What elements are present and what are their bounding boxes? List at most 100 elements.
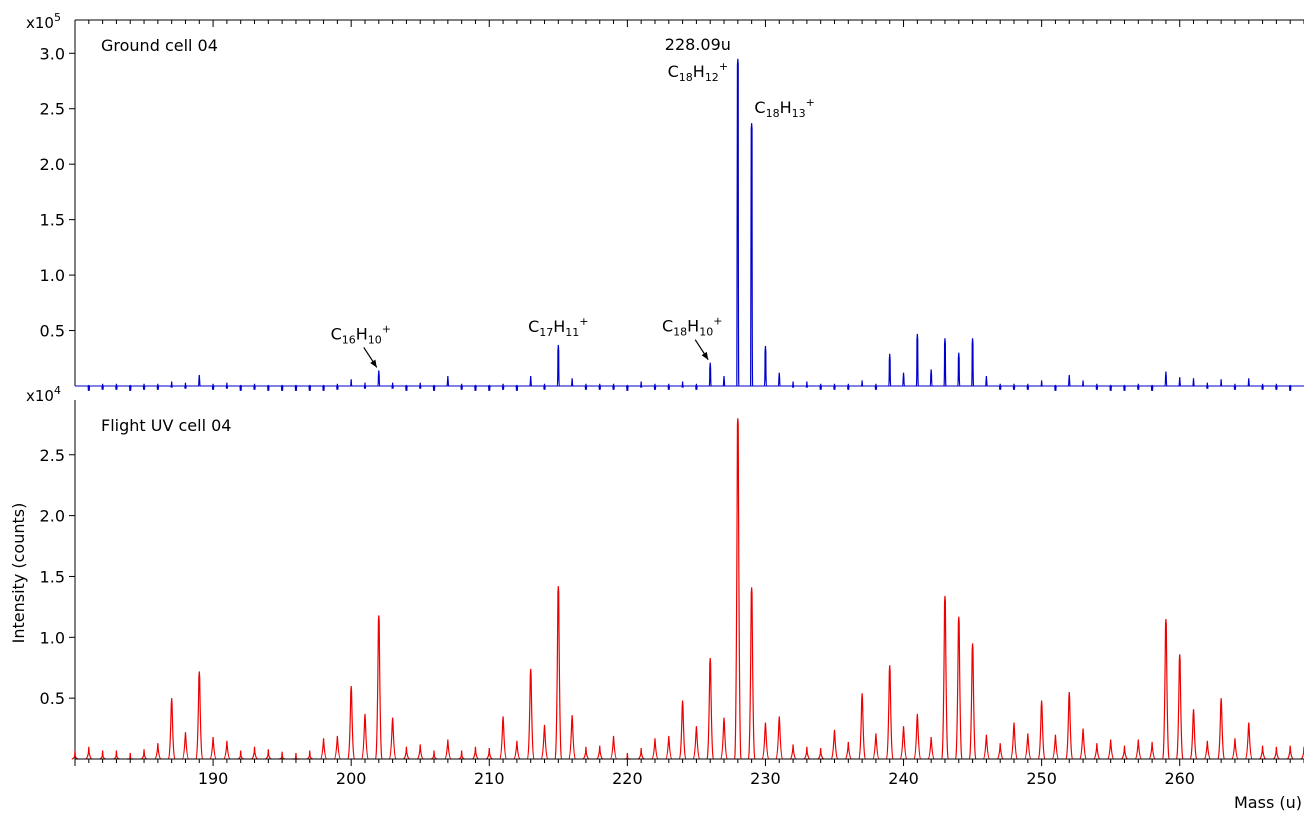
spectrum-peak — [625, 384, 629, 391]
spectrum-peak — [225, 382, 229, 389]
spectrum-peak — [1233, 383, 1237, 390]
spectrum-peak — [306, 750, 314, 760]
spectrum-peak — [624, 752, 631, 760]
spectrum-peak — [211, 383, 215, 390]
spectrum-peak — [803, 746, 811, 760]
spectrum-peak — [872, 733, 880, 760]
spectrum-peak — [858, 693, 866, 760]
spectrum-peak — [184, 382, 187, 389]
spectrum-peak — [197, 374, 201, 387]
spectrum-peak — [913, 713, 922, 760]
spectrum-peak — [1123, 384, 1126, 391]
x-tick-label: 230 — [750, 769, 781, 788]
spectrum-peak — [844, 741, 852, 760]
spectrum-peak — [954, 616, 963, 760]
spectrum-peak — [996, 743, 1004, 760]
spectrum-peak — [513, 740, 521, 760]
spectrum-peak — [761, 722, 770, 760]
spectrum-peak — [777, 372, 781, 387]
spectrum-peak — [444, 739, 452, 760]
spectrum-peak — [167, 698, 176, 760]
spectrum-peak — [747, 587, 756, 760]
spectrum-peak — [584, 383, 588, 390]
spectrum-peak — [251, 746, 258, 760]
spectrum-peak — [817, 748, 824, 760]
spectrum-peak — [388, 717, 397, 760]
spectrum-peak — [941, 595, 949, 760]
spectrum-peak — [375, 615, 383, 760]
y-tick-label: 2.5 — [40, 446, 65, 465]
spectrum-peak — [692, 726, 701, 760]
spectrum-peak — [1121, 745, 1128, 760]
spectrum-peak — [1273, 746, 1280, 760]
peak-formula-label: C18H13+ — [754, 96, 814, 120]
y-axis-label: Intensity (counts) — [9, 503, 28, 644]
spectrum-peak — [1150, 384, 1154, 391]
x-tick-label: 200 — [336, 769, 367, 788]
spectrum-peak — [1175, 654, 1184, 760]
spectrum-peak — [1259, 745, 1266, 760]
spectrum-peak — [1082, 380, 1085, 387]
spectrum-peak — [308, 384, 312, 391]
spectrum-peak — [1288, 384, 1292, 391]
spectrum-peak — [1067, 374, 1071, 387]
spectrum-peak — [1189, 709, 1198, 760]
spectrum-peak — [789, 744, 797, 760]
spectrum-peak — [266, 384, 270, 391]
spectrum-peak — [101, 383, 105, 390]
spectrum-peak — [403, 746, 410, 760]
spectrum-peak — [115, 383, 118, 390]
spectrum-peak — [984, 375, 988, 387]
y-tick-label: 3.0 — [40, 44, 65, 63]
spectrum-peak — [237, 750, 244, 760]
spectrum-peak — [391, 382, 394, 389]
spectrum-peak — [1286, 745, 1294, 760]
spectrum-peak — [582, 746, 590, 760]
spectrum-peak — [1107, 739, 1115, 760]
spectrum-peak — [335, 383, 339, 390]
scale-factor-label: x105 — [26, 11, 61, 32]
spectrum-peak — [763, 346, 768, 387]
spectrum-peak — [1192, 378, 1195, 387]
spectrum-peak — [432, 384, 436, 391]
spectrum-peak — [678, 700, 687, 760]
annotation-arrow-head — [701, 351, 709, 360]
peak-formula-label: C18H12+ — [668, 60, 728, 84]
spectrum-peak — [970, 338, 975, 387]
panel-label: Flight UV cell 04 — [101, 416, 231, 435]
y-tick-label: 1.0 — [40, 628, 65, 647]
peak-formula-label: C18H10+ — [662, 315, 722, 339]
x-tick-label: 250 — [1026, 769, 1057, 788]
spectrum-peak — [720, 717, 728, 760]
spectrum-peak — [819, 383, 823, 390]
spectrum-peak — [927, 737, 935, 760]
spectrum-peak — [113, 750, 120, 760]
y-tick-label: 0.5 — [40, 322, 65, 341]
y-tick-label: 2.5 — [40, 100, 65, 119]
spectrum-peak — [695, 383, 698, 390]
spectrum-peak — [736, 58, 740, 387]
spectrum-peak — [1203, 740, 1211, 760]
spectrum-peak — [1136, 383, 1140, 390]
spectrum-peak — [1162, 619, 1170, 760]
spectrum-peak — [1274, 383, 1278, 390]
spectrum-peak — [1037, 700, 1046, 760]
spectrum-peak — [347, 685, 355, 760]
spectrum-peak — [1051, 734, 1059, 760]
ground-cell-panel: 0.5 1.0 1.5 2.0 2.5 3.0 x105 Ground cell 04 C16H… — [26, 11, 1304, 391]
spectrum-peak — [667, 383, 671, 390]
spectrum-peak — [515, 384, 519, 391]
mass-x-axis: 190 200 210 220 230 240 250 260 — [74, 758, 1304, 788]
spectrum-peak — [708, 362, 712, 387]
spectrum-peak — [1010, 722, 1018, 760]
x-axis-label: Mass (u) — [1234, 793, 1302, 812]
spectrum-peak — [99, 750, 106, 760]
spectrum-peak — [154, 743, 162, 760]
y-tick-label: 2.0 — [40, 155, 65, 174]
spectrum-peak — [570, 378, 574, 387]
spectrum-peak — [140, 749, 148, 760]
spectrum-peak — [1024, 733, 1032, 760]
spectrum-peak — [170, 381, 173, 388]
spectrum-peak — [1012, 383, 1016, 390]
